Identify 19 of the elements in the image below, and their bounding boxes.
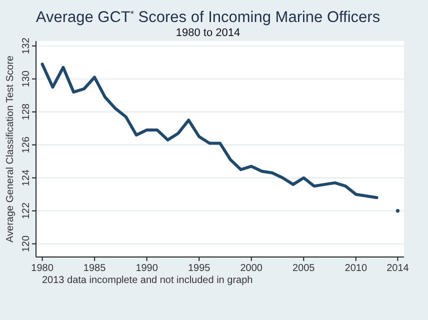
x-tick-label: 2010 [344, 263, 368, 274]
x-tick-label: 1980 [31, 263, 54, 274]
y-tick-label: 124 [21, 169, 32, 186]
y-axis-title: Average General Classification Test Score [5, 55, 16, 242]
y-tick-label: 120 [21, 235, 32, 252]
chart-title: Average GCT$^{*}$ Scores of Incoming Marine Officers [36, 9, 380, 26]
y-tick-label: 130 [21, 70, 32, 88]
x-tick-label: 1995 [188, 263, 211, 274]
y-tick-label: 132 [21, 37, 32, 54]
y-tick-label: 128 [21, 103, 32, 120]
x-tick-label: 1985 [83, 263, 106, 274]
y-tick-label: 122 [21, 202, 32, 220]
x-tick-label: 2000 [240, 263, 263, 274]
text: 2013 data incomplete and not included in graph [42, 275, 253, 286]
x-tick-label: 1990 [136, 263, 158, 274]
y-tick-label: 126 [21, 136, 32, 154]
x-tick-label: 2005 [292, 263, 316, 274]
x-tick-label: 2014 [386, 263, 410, 274]
chart-subtitle: 1980 to 2014 [176, 27, 240, 39]
